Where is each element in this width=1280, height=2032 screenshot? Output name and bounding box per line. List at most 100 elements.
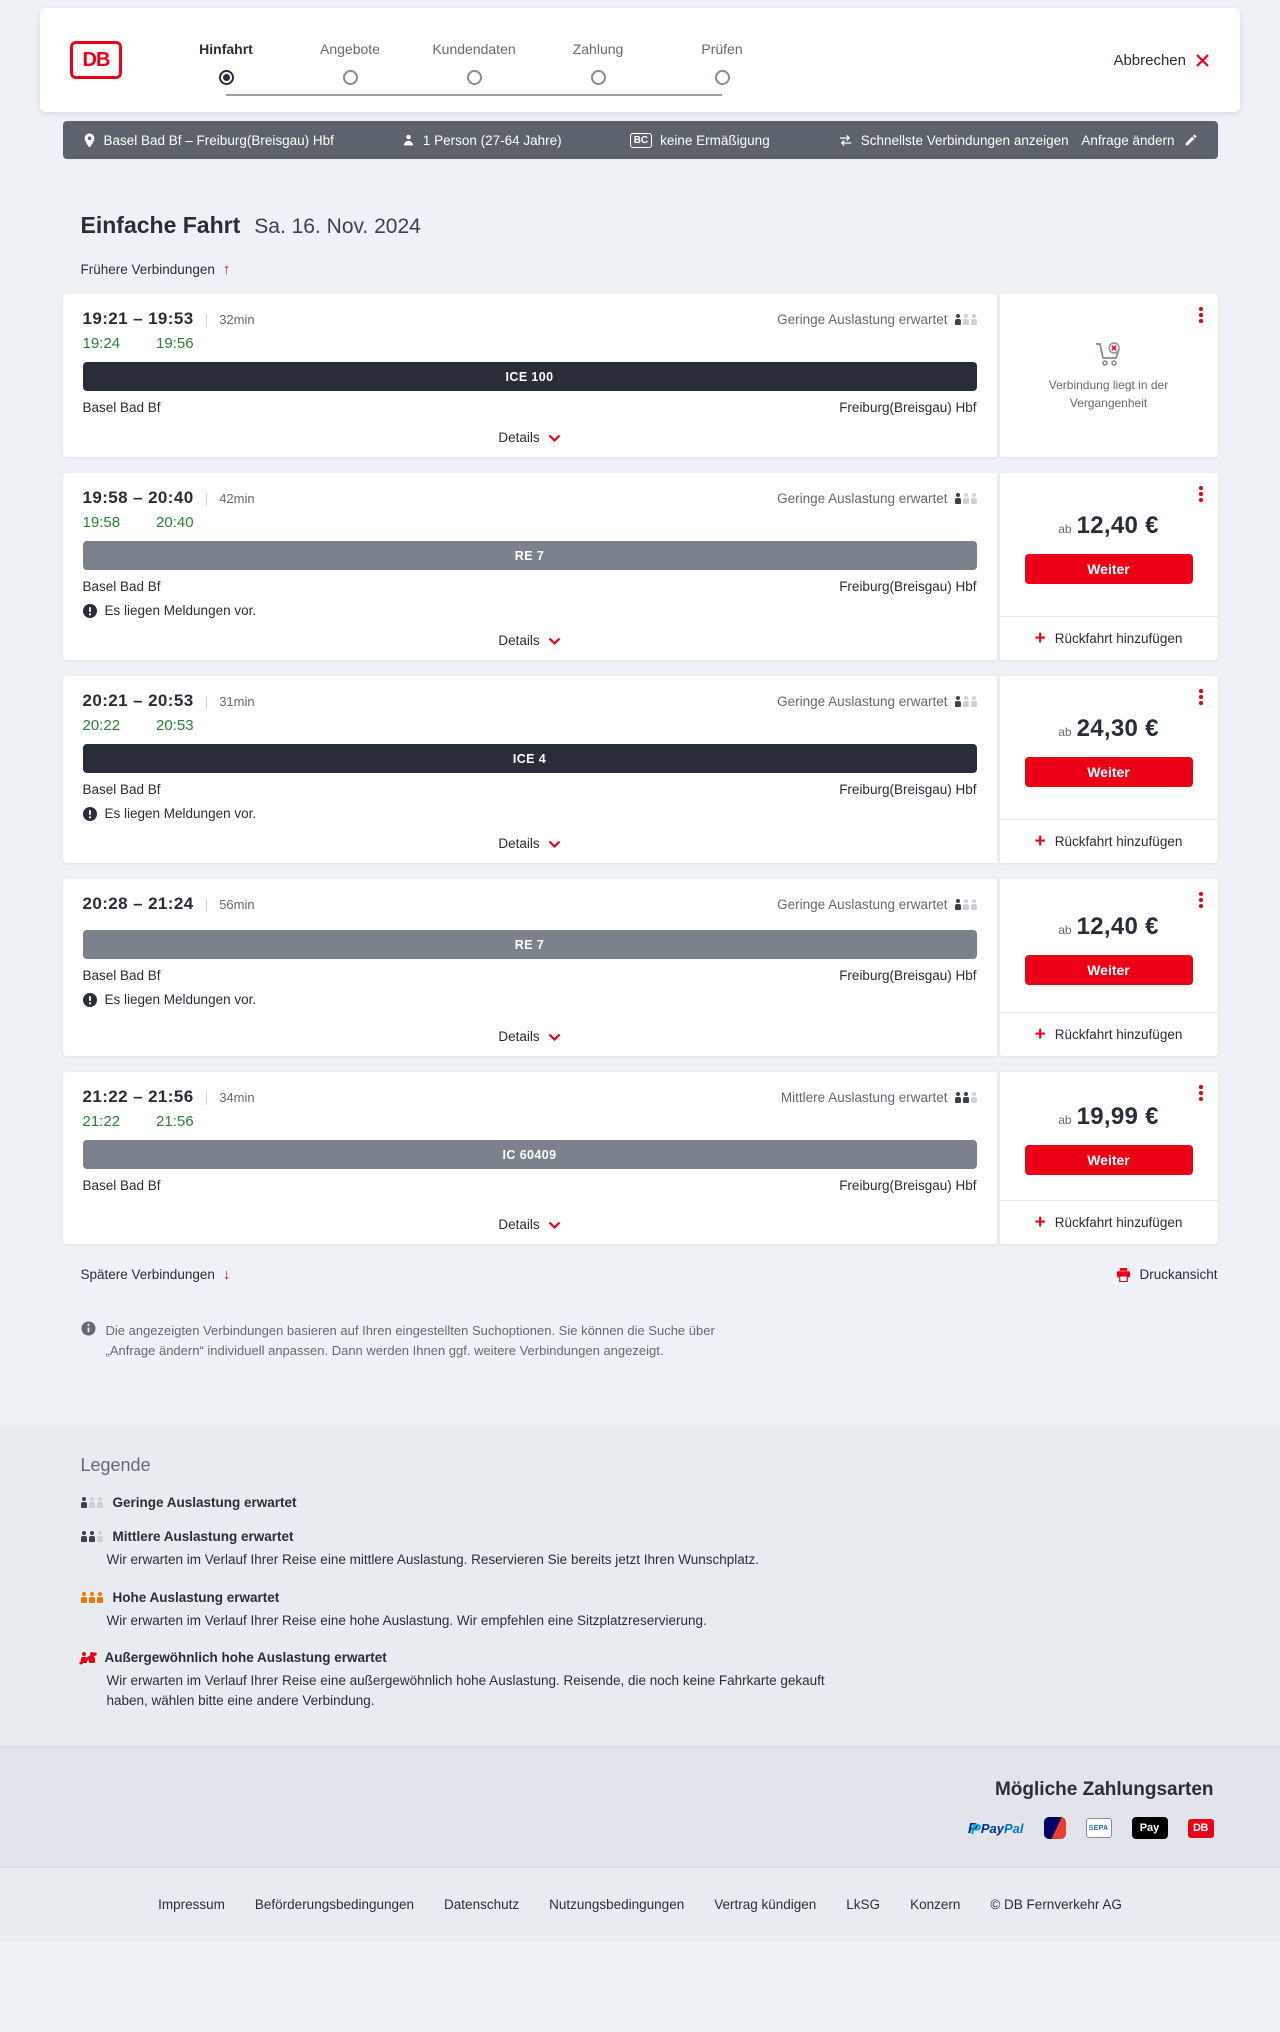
passenger-text: 1 Person (27-64 Jahre) xyxy=(422,132,562,148)
footer: Impressum Beförderungsbedingungen Datens… xyxy=(0,1867,1280,1942)
departure-actual: 19:24 xyxy=(82,335,121,352)
messages-notice[interactable]: Es liegen Meldungen vor. xyxy=(82,806,977,821)
price-prefix: ab xyxy=(1058,922,1072,937)
later-connections-link[interactable]: Spätere Verbindungen ↓ xyxy=(81,1266,231,1283)
continue-button[interactable]: Weiter xyxy=(1024,954,1193,985)
continue-button[interactable]: Weiter xyxy=(1024,553,1193,584)
search-summary-bar: Basel Bad Bf – Freiburg(Breisgau) Hbf 1 … xyxy=(62,121,1218,159)
footer-link-datenschutz[interactable]: Datenschutz xyxy=(444,1897,520,1913)
footer-link-nutzungsbedingungen[interactable]: Nutzungsbedingungen xyxy=(549,1897,685,1913)
legend-item-label: Geringe Auslastung erwartet xyxy=(112,1495,297,1511)
step-angebote[interactable]: Angebote xyxy=(288,41,412,85)
db-logo[interactable]: DB xyxy=(70,41,122,79)
journey-date: Sa. 16. Nov. 2024 xyxy=(254,215,421,238)
plus-icon: + xyxy=(1034,831,1046,852)
connection-card[interactable]: 19:21 – 19:53 | 32min Geringe Auslastung… xyxy=(62,294,997,457)
add-return-button[interactable]: + Rückfahrt hinzufügen xyxy=(999,616,1218,660)
chevron-down-icon xyxy=(548,840,561,848)
more-options-button[interactable] xyxy=(1196,686,1206,708)
price-value: 12,40 € xyxy=(1076,912,1159,940)
details-toggle[interactable]: Details xyxy=(83,430,977,445)
more-options-button[interactable] xyxy=(1196,304,1206,326)
train-label: RE 7 xyxy=(514,937,545,952)
more-options-button[interactable] xyxy=(1196,889,1206,911)
time-row: 21:22 – 21:56 | 34min Mittlere Auslastun… xyxy=(83,1087,977,1107)
step-zahlung[interactable]: Zahlung xyxy=(536,41,660,85)
destination-station: Freiburg(Breisgau) Hbf xyxy=(839,782,977,797)
footer-link-lksg[interactable]: LkSG xyxy=(846,1897,881,1913)
edit-request-button[interactable]: Anfrage ändern xyxy=(1081,133,1197,148)
departure-actual: 19:58 xyxy=(82,514,121,531)
print-view-link[interactable]: Druckansicht xyxy=(1116,1267,1218,1282)
footer-link-konzern[interactable]: Konzern xyxy=(910,1897,961,1913)
details-toggle[interactable]: Details xyxy=(83,1217,977,1232)
close-icon xyxy=(1195,53,1210,68)
giropay-icon[interactable] xyxy=(1043,1817,1066,1840)
details-label: Details xyxy=(498,836,540,851)
time-row: 19:58 – 20:40 | 42min Geringe Auslastung… xyxy=(83,488,977,508)
step-kundendaten[interactable]: Kundendaten xyxy=(412,41,536,85)
add-return-button[interactable]: + Rückfahrt hinzufügen xyxy=(999,1200,1218,1244)
add-return-button[interactable]: + Rückfahrt hinzufügen xyxy=(999,819,1218,863)
page-title: Einfache Fahrt Sa. 16. Nov. 2024 xyxy=(81,212,1218,239)
footer-link-befoerderungsbedingungen[interactable]: Beförderungsbedingungen xyxy=(254,1897,415,1913)
price-prefix: ab xyxy=(1058,521,1072,536)
details-toggle[interactable]: Details xyxy=(83,836,977,851)
occupancy-high-icon xyxy=(81,1592,103,1603)
step-hinfahrt[interactable]: Hinfahrt xyxy=(164,41,288,85)
train-segment-bar[interactable]: RE 7 xyxy=(82,930,977,959)
train-segment-bar[interactable]: IC 60409 xyxy=(82,1140,977,1169)
time-row: 19:21 – 19:53 | 32min Geringe Auslastung… xyxy=(83,309,977,329)
add-return-button[interactable]: + Rückfahrt hinzufügen xyxy=(999,1012,1218,1056)
passenger-summary: 1 Person (27-64 Jahre) xyxy=(402,133,562,148)
plus-icon: + xyxy=(1034,628,1046,649)
connection-card[interactable]: 21:22 – 21:56 | 34min Mittlere Auslastun… xyxy=(62,1072,997,1244)
continue-button[interactable]: Weiter xyxy=(1024,1145,1193,1175)
occupancy-medium-icon xyxy=(81,1531,103,1542)
continue-button[interactable]: Weiter xyxy=(1024,756,1193,787)
train-segment-bar[interactable]: ICE 4 xyxy=(82,744,977,773)
chevron-down-icon xyxy=(548,1033,561,1041)
earlier-connections-link[interactable]: Frühere Verbindungen ↑ xyxy=(81,261,1218,278)
train-segment-bar[interactable]: RE 7 xyxy=(82,541,977,570)
train-label: ICE 100 xyxy=(505,369,554,384)
details-toggle[interactable]: Details xyxy=(83,1029,977,1044)
price-value: 12,40 € xyxy=(1076,511,1159,539)
realtime-times: 21:22 21:56 xyxy=(83,1113,977,1130)
more-options-button[interactable] xyxy=(1196,1082,1206,1104)
connection-side-panel: ab 19,99 € Weiter + Rückfahrt hinzufügen xyxy=(999,1072,1218,1244)
arrival-actual: 20:53 xyxy=(156,717,194,734)
train-segment-bar[interactable]: ICE 100 xyxy=(82,362,977,391)
messages-notice-text: Es liegen Meldungen vor. xyxy=(104,806,257,821)
plus-icon: + xyxy=(1034,1212,1046,1233)
messages-notice[interactable]: Es liegen Meldungen vor. xyxy=(82,603,977,618)
connection-card[interactable]: 20:28 – 21:24 | 56min Geringe Auslastung… xyxy=(62,879,997,1056)
occupancy-label: Geringe Auslastung erwartet xyxy=(777,491,948,506)
apple-pay-icon[interactable]: Pay xyxy=(1131,1817,1168,1840)
occupancy-low-icon xyxy=(955,696,977,707)
details-toggle[interactable]: Details xyxy=(83,633,977,648)
sepa-icon[interactable]: SEPA xyxy=(1085,1818,1112,1839)
divider: | xyxy=(204,1089,209,1105)
occupancy-low-icon xyxy=(81,1497,103,1508)
print-view-label: Druckansicht xyxy=(1139,1267,1218,1282)
messages-notice[interactable]: Es liegen Meldungen vor. xyxy=(82,992,977,1007)
price-prefix: ab xyxy=(1058,724,1072,739)
footer-link-vertrag-kuendigen[interactable]: Vertrag kündigen xyxy=(714,1897,817,1913)
price-row: ab 12,40 € xyxy=(1058,913,1159,941)
connection-card[interactable]: 19:58 – 20:40 | 42min Geringe Auslastung… xyxy=(62,473,997,660)
more-options-button[interactable] xyxy=(1196,483,1206,505)
connection-side-panel: Verbindung liegt in der Vergangenheit xyxy=(999,294,1218,457)
price-panel: ab 12,40 € Weiter xyxy=(1000,879,1218,1012)
divider: | xyxy=(204,896,209,912)
footer-link-impressum[interactable]: Impressum xyxy=(158,1897,225,1913)
price-row: ab 24,30 € xyxy=(1058,715,1159,743)
step-pruefen[interactable]: Prüfen xyxy=(660,41,784,85)
stations-row: Basel Bad Bf Freiburg(Breisgau) Hbf xyxy=(83,579,977,594)
db-payment-icon[interactable]: DB xyxy=(1187,1818,1214,1838)
cancel-button[interactable]: Abbrechen xyxy=(1113,52,1210,69)
connection-card[interactable]: 20:21 – 20:53 | 31min Geringe Auslastung… xyxy=(62,676,997,863)
